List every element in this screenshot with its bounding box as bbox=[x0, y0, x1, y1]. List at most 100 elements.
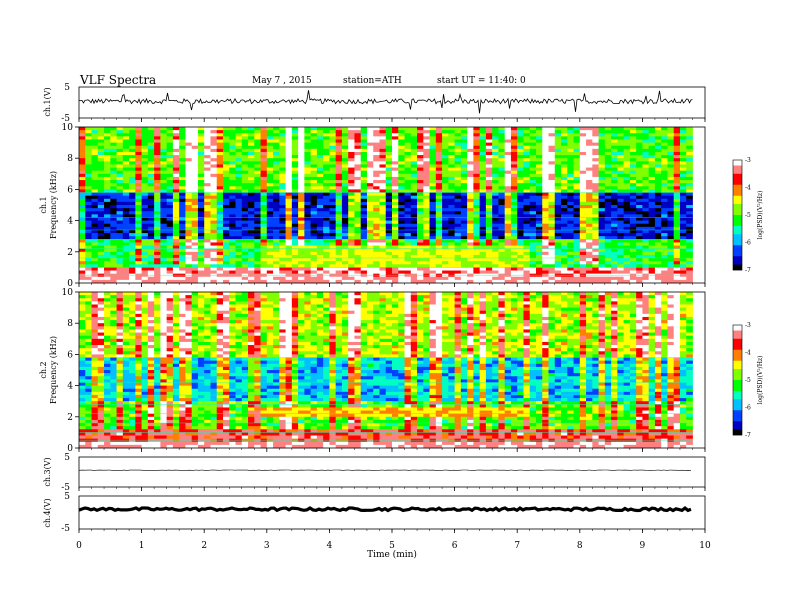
s1-cell bbox=[392, 276, 399, 281]
s1-cell bbox=[316, 220, 324, 225]
s1-cell bbox=[166, 276, 174, 281]
s1-cell bbox=[410, 192, 418, 197]
s1-cell bbox=[561, 270, 568, 275]
s1-cell bbox=[648, 167, 656, 172]
s1-cell bbox=[392, 139, 399, 143]
s1-cell bbox=[354, 148, 362, 153]
s1-cell bbox=[298, 192, 305, 197]
s1-cell bbox=[442, 164, 449, 168]
s1-cell bbox=[492, 205, 499, 209]
s1-cell bbox=[254, 164, 261, 168]
s1-cell bbox=[642, 220, 650, 225]
s1-cell bbox=[667, 270, 675, 275]
s1-cell bbox=[110, 183, 117, 187]
s1-cell bbox=[310, 208, 318, 212]
s1-cell bbox=[554, 164, 562, 168]
s1-cell bbox=[435, 205, 443, 209]
s1-cell bbox=[279, 151, 286, 156]
s1-cell bbox=[448, 258, 455, 262]
s1-cell bbox=[429, 233, 437, 237]
cb1-swatch bbox=[733, 160, 742, 164]
s1-cell bbox=[435, 136, 443, 140]
s1-cell bbox=[485, 180, 493, 184]
s1-cell bbox=[429, 198, 437, 203]
s1-cell bbox=[254, 155, 261, 159]
s1-cell bbox=[285, 208, 293, 212]
s1-cell bbox=[636, 267, 643, 271]
s1-cell bbox=[379, 201, 387, 206]
s1-cell bbox=[517, 205, 524, 209]
s1-cell bbox=[392, 236, 399, 240]
s1-cell bbox=[517, 254, 524, 259]
s1-cell bbox=[285, 133, 293, 137]
s1-cell bbox=[91, 186, 99, 190]
s1-cell bbox=[122, 239, 130, 243]
s1-cell bbox=[679, 205, 687, 209]
s1-cell bbox=[79, 148, 86, 153]
s1-cell bbox=[122, 192, 130, 197]
s1-cell bbox=[523, 151, 531, 156]
s1-cell bbox=[467, 261, 474, 265]
s1-cell bbox=[417, 192, 424, 197]
s1-cell bbox=[248, 180, 255, 184]
s1-cell bbox=[129, 167, 136, 172]
s1-cell bbox=[598, 145, 606, 150]
s1-cell bbox=[498, 236, 506, 240]
s1-cell bbox=[216, 142, 224, 147]
s1-cell bbox=[579, 245, 587, 250]
s1-cell bbox=[648, 127, 656, 131]
s1-cell bbox=[304, 136, 312, 140]
s1-cell bbox=[135, 186, 142, 190]
s1-cell bbox=[485, 261, 493, 265]
s1-cell bbox=[354, 276, 362, 281]
s1-cell bbox=[79, 189, 86, 193]
s1-cell bbox=[636, 239, 643, 243]
s1-cell bbox=[360, 229, 368, 234]
s1-cell bbox=[535, 217, 543, 221]
s1-cell bbox=[154, 180, 161, 184]
s1-cell bbox=[667, 145, 675, 150]
s1-cell bbox=[535, 239, 543, 243]
s1-cell bbox=[417, 236, 424, 240]
s1-cell bbox=[654, 189, 662, 193]
s1-cell bbox=[442, 180, 449, 184]
s1-cell bbox=[504, 139, 512, 143]
s1-cell bbox=[623, 148, 631, 153]
s1-cell bbox=[104, 145, 111, 150]
s1-cell bbox=[567, 192, 574, 197]
s1-cell bbox=[229, 195, 236, 200]
s1-cell bbox=[291, 139, 299, 143]
s1-cell bbox=[404, 198, 412, 203]
s1-cell bbox=[160, 167, 168, 172]
s1-cell bbox=[279, 279, 286, 284]
s1-cell bbox=[204, 151, 211, 156]
s1-cell bbox=[354, 195, 362, 200]
s1-cell bbox=[517, 176, 524, 181]
s1-cell bbox=[97, 214, 105, 218]
s1-cell bbox=[216, 226, 224, 231]
s1-cell bbox=[460, 248, 468, 253]
s1-cell bbox=[473, 270, 481, 275]
s1-cell bbox=[679, 264, 687, 268]
s1-cell bbox=[241, 145, 249, 150]
s1-cell bbox=[648, 211, 656, 215]
s1-cell bbox=[179, 217, 186, 221]
s1-cell bbox=[667, 258, 675, 262]
s1-cell bbox=[410, 161, 418, 165]
s1-cell bbox=[510, 151, 518, 156]
s1-cell bbox=[661, 158, 668, 162]
s1-cell bbox=[417, 226, 424, 231]
s1-cell bbox=[354, 205, 362, 209]
s1-cell bbox=[216, 167, 224, 172]
s1-cell bbox=[523, 276, 531, 281]
s1-cell bbox=[204, 211, 211, 215]
s1-cell bbox=[248, 229, 255, 234]
s1-cell bbox=[191, 254, 199, 259]
s1-cell bbox=[172, 223, 180, 228]
s1-cell bbox=[147, 261, 155, 265]
s1-cell bbox=[110, 164, 117, 168]
s1-cell bbox=[473, 151, 481, 156]
s1-cell bbox=[179, 161, 186, 165]
s1-cell bbox=[204, 133, 211, 137]
s1-cell bbox=[379, 214, 387, 218]
